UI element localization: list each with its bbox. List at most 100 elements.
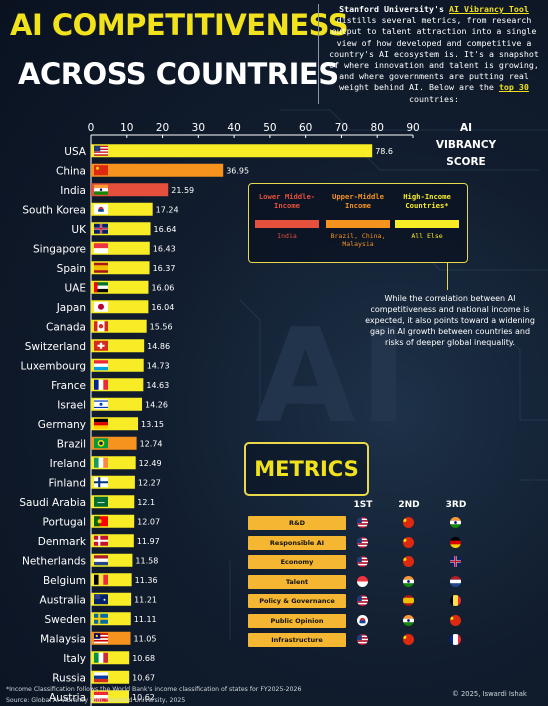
value-label: 15.56 [150, 322, 173, 331]
category-label: Japan [56, 302, 86, 314]
br-flag-icon [94, 438, 108, 449]
cn-flag-icon [403, 634, 414, 645]
value-label: 16.43 [153, 244, 176, 253]
category-label: China [56, 165, 86, 177]
rank-header-1st: 1ST [353, 500, 373, 510]
category-label: South Korea [22, 204, 86, 216]
metric-label: Responsible AI [248, 535, 346, 550]
cn-flag-icon [403, 517, 414, 528]
value-label: 10.62 [132, 693, 155, 702]
title-line-2: ACROSS COUNTRIES [18, 57, 339, 91]
kr-flag-icon [94, 204, 108, 215]
kr-flag-icon [357, 614, 368, 626]
jp-flag-icon [94, 301, 108, 312]
category-label: UK [71, 224, 87, 236]
metric-row: Economy [248, 555, 508, 570]
metric-label: R&D [248, 516, 346, 530]
value-label: 10.68 [132, 654, 155, 663]
income-legend: Lower Middle-Income India Upper-Middle I… [248, 183, 468, 263]
metric-label: Policy & Governance [248, 594, 346, 608]
metrics-box: METRICS [244, 442, 369, 496]
fi-flag-icon [94, 477, 108, 488]
value-label: 16.64 [154, 225, 177, 234]
uk-flag-icon [94, 223, 108, 234]
be-flag-icon [450, 595, 461, 606]
metric-row: Talent [248, 574, 508, 590]
fr-flag-icon [450, 634, 461, 645]
at-flag-icon [94, 691, 108, 702]
us-flag-icon [357, 595, 368, 606]
nl-flag-icon [450, 575, 461, 587]
intro-text: Stanford University's AI Vibrancy Tool d… [328, 4, 540, 105]
cn-flag-icon [403, 556, 414, 567]
sg-flag-icon [94, 243, 108, 254]
sa-flag-icon [94, 496, 108, 507]
category-label: Brazil [57, 438, 86, 450]
bar-usa [91, 144, 373, 158]
in-flag-icon [403, 575, 414, 587]
category-label: Saudi Arabia [19, 497, 86, 509]
source-footnote: Source: Global AI Vibrancy Tool, Stanfor… [6, 697, 186, 704]
cn-flag-icon [403, 536, 414, 548]
cn-flag-icon [403, 556, 414, 567]
metric-label: Economy [248, 555, 346, 569]
correlation-note: While the correlation between AI competi… [365, 294, 535, 347]
value-label: 14.26 [145, 400, 168, 409]
cn-flag-icon [403, 536, 414, 548]
x-tick-label: 10 [120, 122, 133, 134]
metric-row: R&D [248, 516, 508, 531]
category-label: Austria [49, 692, 86, 704]
value-label: 14.86 [147, 342, 170, 351]
us-flag-icon [357, 595, 368, 606]
es-flag-icon [403, 595, 414, 606]
legend-item-lower-middle: Lower Middle-Income India [255, 192, 319, 240]
metric-row: Policy & Governance [248, 594, 508, 609]
it-flag-icon [94, 652, 108, 663]
x-tick-label: 90 [406, 122, 419, 134]
category-label: Malaysia [40, 633, 86, 645]
x-tick-label: 40 [227, 122, 240, 134]
value-label: 16.06 [151, 283, 174, 292]
metric-label: Public Opinion [248, 613, 346, 628]
intro-top-30: top 30 [498, 82, 529, 93]
de-flag-icon [450, 536, 461, 548]
legend-label: Lower Middle-Income [258, 192, 316, 210]
category-label: Russia [52, 672, 86, 684]
ru-flag-icon [94, 672, 108, 683]
uk-flag-icon [450, 556, 461, 567]
metric-label: Talent [248, 574, 346, 589]
es-flag-icon [94, 262, 108, 273]
de-flag-icon [94, 418, 108, 429]
nl-flag-icon [94, 555, 108, 566]
x-tick-label: 0 [88, 122, 95, 134]
metric-label: Infrastructure [248, 633, 346, 647]
legend-item-high-income: High-Income Countries* All Else [395, 192, 459, 240]
rank-header-2nd: 2ND [398, 500, 420, 510]
value-label: 16.04 [151, 303, 174, 312]
legend-label: High-Income Countries* [403, 192, 451, 210]
in-flag-icon [403, 614, 414, 626]
metric-row: Responsible AI [248, 535, 508, 551]
value-label: 11.21 [134, 595, 157, 604]
axis-title-line-2: VIBRANCY [435, 139, 497, 151]
x-tick-label: 20 [156, 122, 169, 134]
value-label: 12.74 [140, 439, 163, 448]
value-label: 21.59 [171, 186, 194, 195]
category-label: USA [64, 146, 87, 158]
cn-flag-icon [94, 165, 108, 176]
value-label: 12.27 [138, 478, 161, 487]
us-flag-icon [357, 634, 368, 645]
intro-part-2: distills several metrics, from research … [329, 15, 539, 93]
in-flag-icon [450, 517, 461, 528]
ch-flag-icon [94, 340, 108, 351]
value-label: 14.63 [146, 381, 169, 390]
se-flag-icon [94, 613, 108, 624]
ai-vibrancy-tool-link[interactable]: AI Vibrancy Tool [448, 4, 529, 14]
us-flag-icon [357, 536, 368, 548]
value-label: 12.07 [137, 517, 160, 526]
axis-title-line-1: AI [459, 122, 473, 134]
metric-row: Infrastructure [248, 633, 508, 648]
legend-label: Upper-Middle Income [332, 192, 384, 210]
in-flag-icon [403, 614, 414, 626]
in-flag-icon [403, 575, 414, 587]
